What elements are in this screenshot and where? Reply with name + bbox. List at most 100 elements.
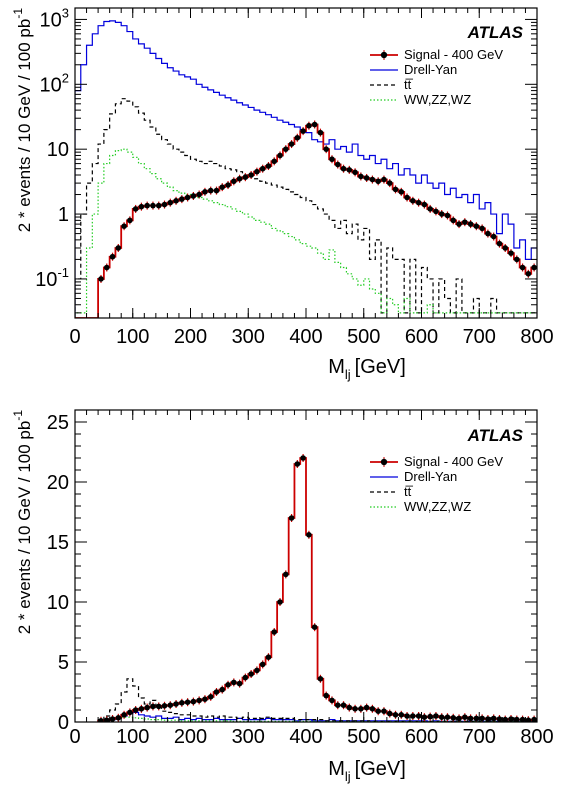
- data-point: [248, 172, 254, 178]
- data-point: [508, 250, 514, 256]
- data-point: [300, 128, 306, 134]
- data-point: [144, 202, 150, 209]
- y-tick-exp: 2: [62, 70, 69, 85]
- x-tick-label: 100: [116, 726, 149, 748]
- data-point: [98, 718, 104, 722]
- data-point: [236, 680, 243, 687]
- y-tick-label: 0: [58, 712, 69, 734]
- data-point: [150, 202, 156, 209]
- data-point: [138, 706, 145, 712]
- data-point: [427, 713, 433, 720]
- data-point: [490, 715, 497, 722]
- data-point: [410, 713, 416, 719]
- data-point: [179, 700, 185, 706]
- data-point: [363, 704, 370, 711]
- data-point: [490, 233, 497, 240]
- data-point: [213, 689, 220, 695]
- data-point: [513, 716, 520, 722]
- legend-label: Signal - 400 GeV: [404, 454, 503, 469]
- legend-marker: [380, 51, 388, 59]
- legend-label: WW,ZZ,WZ: [404, 499, 471, 514]
- y-axis-label-sup: -1: [11, 410, 25, 421]
- y-tick-label: 103: [40, 5, 69, 31]
- data-point: [502, 245, 509, 251]
- data-point: [179, 196, 185, 202]
- data-point: [202, 189, 208, 195]
- x-tick-label: 400: [289, 326, 322, 348]
- y-tick-base: 1: [58, 204, 69, 226]
- series-line-3: [75, 123, 537, 318]
- data-point: [433, 208, 439, 215]
- series-line-0: [75, 20, 537, 318]
- data-point: [231, 679, 237, 686]
- y-tick-base: 10: [40, 74, 62, 96]
- chart-panel-0: 0 100 200 300 400 500 600 700 80010-1110102103Ml…: [11, 5, 554, 382]
- data-point: [404, 713, 410, 719]
- x-tick-label: 0: [69, 726, 80, 748]
- data-point: [155, 703, 162, 710]
- data-point: [398, 189, 405, 195]
- data-point: [462, 219, 468, 225]
- y-tick-label: 10: [47, 592, 69, 614]
- y-tick-label: 10: [47, 139, 69, 161]
- data-point: [155, 202, 162, 209]
- data-point: [254, 168, 260, 175]
- data-point: [184, 194, 191, 201]
- data-point: [398, 712, 405, 718]
- y-tick-label: 10-1: [35, 265, 69, 291]
- data-point: [375, 708, 381, 714]
- data-point: [288, 515, 295, 521]
- data-point: [410, 198, 416, 204]
- data-point: [444, 714, 451, 720]
- data-point: [167, 702, 174, 708]
- data-point: [415, 713, 422, 719]
- x-tick-label: 600: [405, 726, 438, 748]
- data-point: [144, 704, 150, 711]
- data-point: [513, 256, 520, 263]
- data-point: [184, 699, 191, 705]
- data-point: [121, 223, 127, 229]
- data-point: [242, 174, 249, 180]
- data-point: [346, 704, 353, 711]
- data-point: [98, 276, 104, 282]
- data-point: [150, 703, 156, 710]
- data-point: [306, 532, 312, 538]
- x-axis-label-unit: [GeV]: [355, 758, 406, 780]
- x-tick-label: 200: [174, 326, 207, 348]
- series-line-1: [97, 678, 537, 722]
- data-point: [375, 178, 381, 185]
- series-line-2: [75, 148, 537, 318]
- x-tick-label: 300: [232, 726, 265, 748]
- data-point: [358, 173, 364, 180]
- x-axis-label-sub: lj: [345, 769, 351, 784]
- legend-label: WW,ZZ,WZ: [404, 92, 471, 107]
- data-point: [479, 715, 485, 722]
- data-point: [352, 706, 358, 712]
- data-point: [288, 141, 295, 147]
- data-point: [219, 184, 226, 190]
- data-point: [404, 194, 410, 201]
- experiment-label: ATLAS: [467, 426, 524, 445]
- data-point: [392, 712, 399, 718]
- data-point: [381, 176, 387, 183]
- x-tick-label: 200: [174, 726, 207, 748]
- data-point: [127, 709, 133, 716]
- chart-panel-1: 0 100 200 300 400 500 600 700 800 0 5 10 15 20 25 Mlj [G…: [11, 409, 554, 784]
- y-tick-exp: 3: [62, 5, 69, 20]
- data-point: [311, 121, 318, 128]
- data-point: [323, 146, 330, 152]
- data-point: [386, 710, 393, 717]
- plot-area: [97, 454, 537, 722]
- x-tick-label: 300: [232, 326, 265, 348]
- data-point: [496, 716, 503, 722]
- y-axis-label-main: 2 * events / 10 GeV / 100 pb: [15, 421, 34, 635]
- data-point: [132, 206, 139, 212]
- x-tick-label: 400: [289, 726, 322, 748]
- data-point: [496, 240, 503, 247]
- data-point: [456, 715, 462, 722]
- data-point: [485, 716, 491, 722]
- data-point: [421, 201, 428, 208]
- data-point: [196, 191, 202, 198]
- data-point: [473, 715, 480, 722]
